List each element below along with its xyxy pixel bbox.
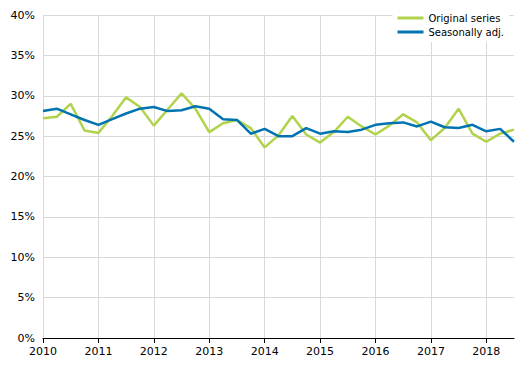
svg-text:40%: 40% xyxy=(11,9,35,22)
svg-text:15%: 15% xyxy=(11,210,35,223)
svg-text:2011: 2011 xyxy=(84,345,112,358)
svg-text:25%: 25% xyxy=(11,130,35,143)
svg-text:5%: 5% xyxy=(18,291,35,304)
svg-text:20%: 20% xyxy=(11,170,35,183)
svg-text:35%: 35% xyxy=(11,49,35,62)
svg-text:2010: 2010 xyxy=(29,345,57,358)
svg-text:2012: 2012 xyxy=(140,345,168,358)
svg-text:30%: 30% xyxy=(11,89,35,102)
svg-text:2017: 2017 xyxy=(417,345,445,358)
svg-text:2015: 2015 xyxy=(306,345,334,358)
svg-text:2018: 2018 xyxy=(472,345,500,358)
svg-text:Seasonally adj.: Seasonally adj. xyxy=(428,27,504,38)
svg-text:0%: 0% xyxy=(18,332,35,345)
svg-text:10%: 10% xyxy=(11,251,35,264)
svg-text:2016: 2016 xyxy=(361,345,389,358)
svg-text:2014: 2014 xyxy=(251,345,279,358)
svg-text:2013: 2013 xyxy=(195,345,223,358)
svg-text:Original series: Original series xyxy=(428,13,500,24)
